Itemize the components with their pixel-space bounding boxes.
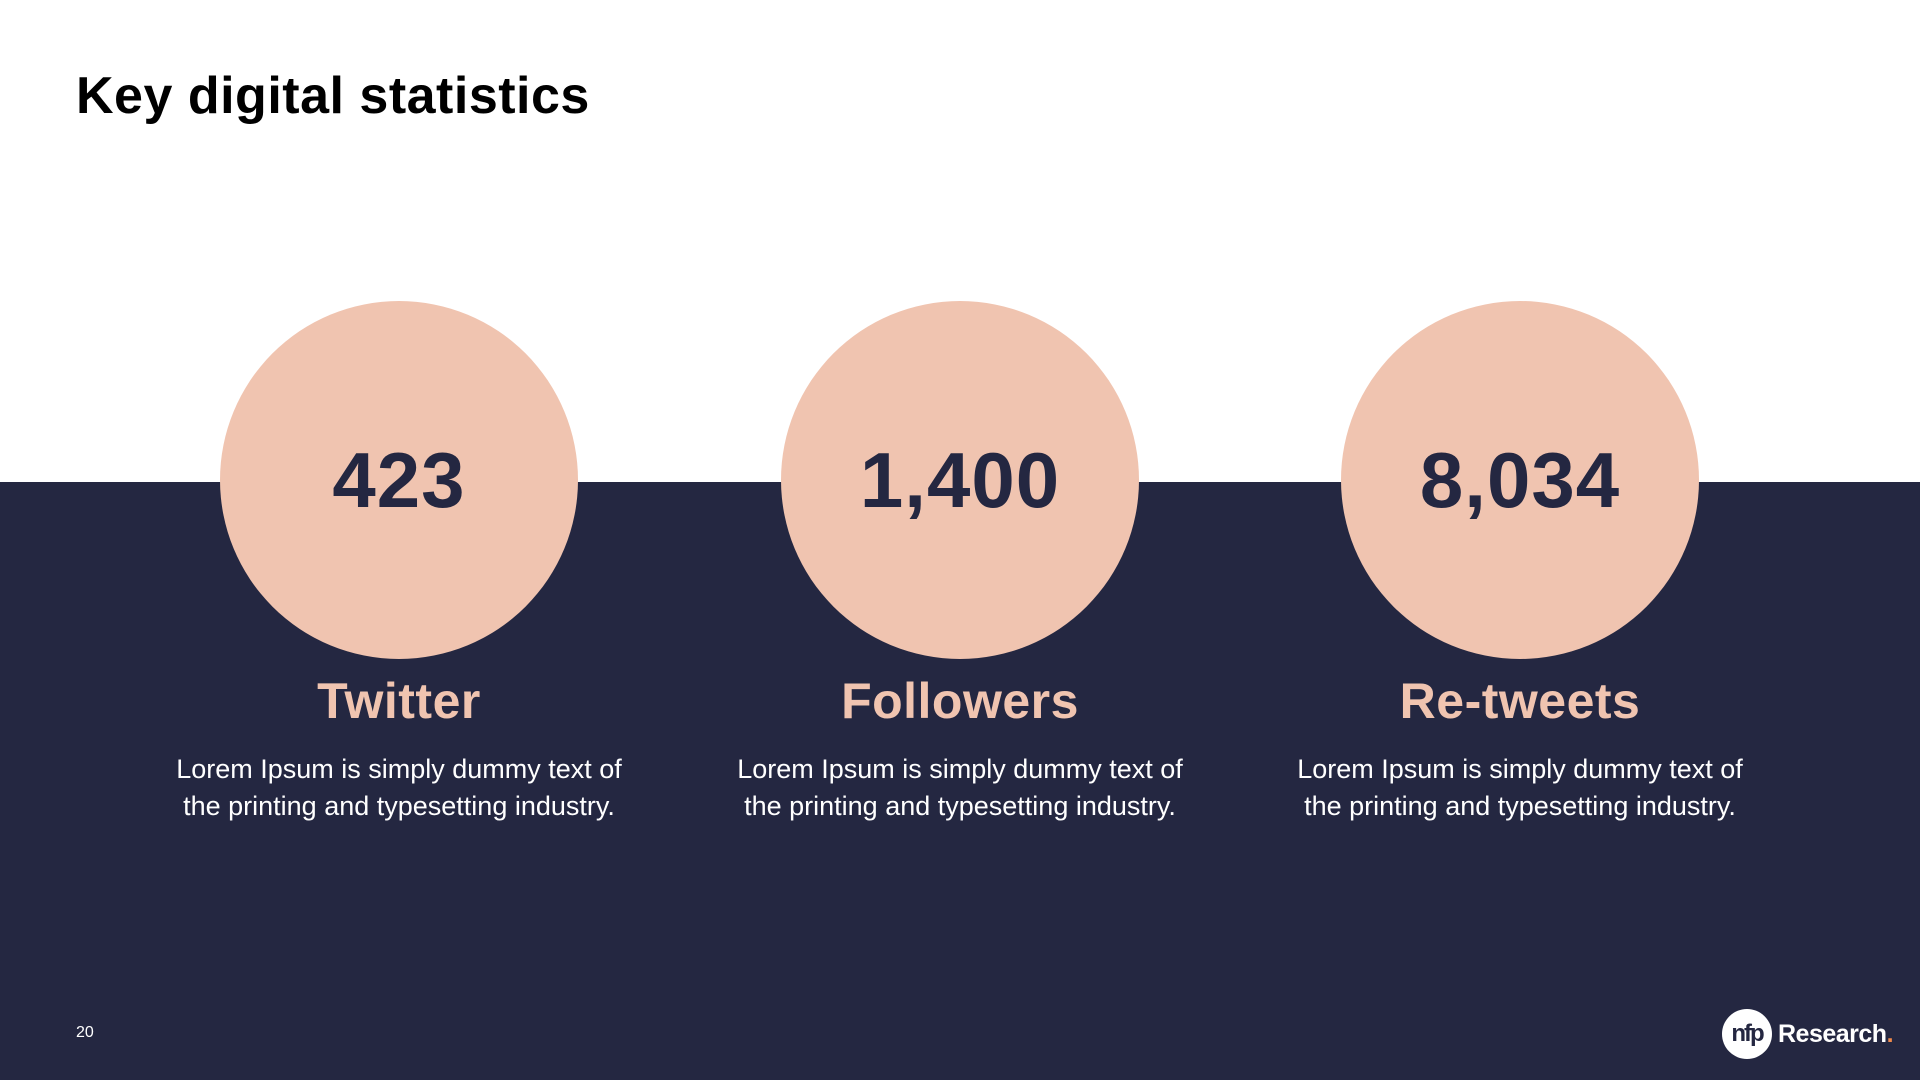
slide-title: Key digital statistics xyxy=(76,67,590,125)
stat-description: Lorem Ipsum is simply dummy text of the … xyxy=(737,754,1183,821)
stat-value: 423 xyxy=(332,435,466,524)
logo: nfp Research. xyxy=(1722,1008,1894,1060)
stat-label: Re-tweets xyxy=(1399,673,1641,729)
stat-circle: 8,034 xyxy=(1341,301,1699,659)
stat-circle: 423 xyxy=(220,301,578,659)
logo-dot: . xyxy=(1886,1019,1894,1048)
stat-card: 423 Twitter Lorem Ipsum is simply dummy te… xyxy=(139,301,659,825)
logo-name: Research xyxy=(1778,1019,1887,1048)
stat-card: 1,400 Followers Lorem Ipsum is simply dumm… xyxy=(700,301,1220,825)
stat-circle: 1,400 xyxy=(781,301,1139,659)
stat-description: Lorem Ipsum is simply dummy text of the … xyxy=(176,754,622,821)
stat-card: 8,034 Re-tweets Lorem Ipsum is simply dumm… xyxy=(1260,301,1780,825)
stat-value: 1,400 xyxy=(859,435,1061,524)
stat-label: Twitter xyxy=(317,673,481,729)
stat-description: Lorem Ipsum is simply dummy text of the … xyxy=(1297,754,1743,821)
logo-mark: nfp xyxy=(1722,1009,1772,1059)
stat-value: 8,034 xyxy=(1419,435,1621,524)
page-number: 20 xyxy=(76,1024,94,1041)
stat-label: Followers xyxy=(841,673,1079,729)
